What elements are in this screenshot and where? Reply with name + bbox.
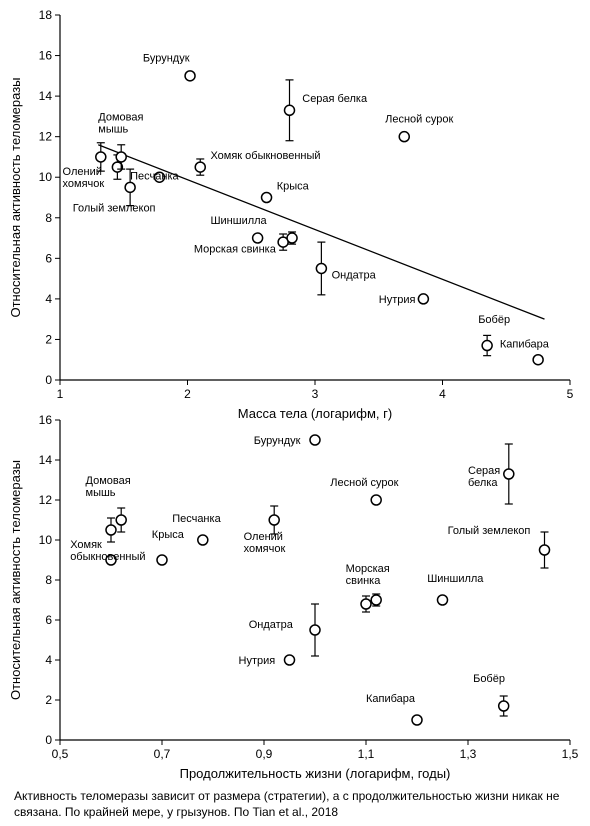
data-point	[125, 182, 135, 192]
point-label: Бурундук	[143, 53, 190, 65]
data-point	[287, 233, 297, 243]
data-point	[371, 495, 381, 505]
y-tick-label: 6	[45, 613, 52, 627]
data-point	[116, 152, 126, 162]
point-label: Крыса	[277, 180, 310, 192]
y-tick-label: 2	[45, 693, 52, 707]
x-tick-label: 5	[567, 387, 574, 401]
data-point	[482, 341, 492, 351]
data-point	[195, 162, 205, 172]
y-tick-label: 4	[45, 292, 52, 306]
y-tick-label: 10	[39, 533, 53, 547]
x-tick-label: 0,9	[256, 747, 273, 761]
x-tick-label: 3	[312, 387, 319, 401]
y-tick-label: 16	[39, 49, 53, 63]
point-label: Ондатра	[249, 619, 294, 631]
y-tick-label: 4	[45, 653, 52, 667]
point-label: Хомяк обыкновенный	[210, 150, 320, 162]
point-label: Домоваямышь	[86, 475, 131, 499]
data-point	[310, 435, 320, 445]
x-axis-title: Масса тела (логарифм, г)	[238, 406, 392, 421]
data-point	[371, 595, 381, 605]
point-label: Бобёр	[473, 673, 505, 685]
data-point	[399, 132, 409, 142]
data-point	[533, 355, 543, 365]
y-tick-label: 12	[39, 130, 53, 144]
x-tick-label: 1,3	[460, 747, 477, 761]
point-label: Нутрия	[239, 655, 276, 667]
data-point	[198, 535, 208, 545]
data-point	[269, 515, 279, 525]
data-point	[185, 71, 195, 81]
x-tick-label: 2	[184, 387, 191, 401]
x-axis-title: Продолжительность жизни (логарифм, годы)	[180, 766, 451, 781]
point-label: Морскаясвинка	[346, 563, 390, 587]
x-tick-label: 1	[57, 387, 64, 401]
data-point	[499, 701, 509, 711]
x-tick-label: 0,7	[154, 747, 171, 761]
data-point	[106, 525, 116, 535]
point-label: Песчанка	[172, 513, 221, 525]
point-label: Домоваямышь	[98, 111, 143, 135]
point-label: Нутрия	[379, 294, 416, 306]
data-point	[412, 715, 422, 725]
point-label: Бурундук	[254, 435, 301, 447]
point-label: Песчанка	[130, 170, 179, 182]
point-label: Ондатра	[332, 270, 377, 282]
y-tick-label: 18	[39, 8, 53, 22]
point-label: Морская свинка	[194, 243, 277, 255]
point-label: Серая белка	[302, 93, 368, 105]
y-tick-label: 14	[39, 453, 53, 467]
point-label: Голый землекоп	[448, 525, 531, 537]
data-point	[96, 152, 106, 162]
data-point	[157, 555, 167, 565]
data-point	[504, 469, 514, 479]
point-label: Голый землекоп	[73, 203, 156, 215]
point-label: Крыса	[152, 529, 185, 541]
y-axis-title: Относительная активность теломеразы	[8, 77, 23, 317]
data-point	[438, 595, 448, 605]
data-point	[316, 263, 326, 273]
data-point	[361, 599, 371, 609]
point-label: Оленийхомячок	[63, 166, 105, 190]
y-tick-label: 0	[45, 733, 52, 747]
point-label: Сераябелка	[468, 465, 500, 489]
y-tick-label: 8	[45, 573, 52, 587]
point-label: Шиншилла	[427, 573, 484, 585]
y-tick-label: 12	[39, 493, 53, 507]
y-tick-label: 14	[39, 89, 53, 103]
y-tick-label: 0	[45, 373, 52, 387]
x-tick-label: 1,5	[562, 747, 579, 761]
data-point	[116, 515, 126, 525]
point-label: Капибара	[500, 339, 550, 351]
x-tick-label: 0,5	[52, 747, 69, 761]
data-point	[418, 294, 428, 304]
point-label: Шиншилла	[210, 215, 267, 227]
data-point	[253, 233, 263, 243]
data-point	[262, 193, 272, 203]
point-label: Бобёр	[478, 314, 510, 326]
data-point	[285, 655, 295, 665]
point-label: Капибара	[366, 693, 416, 705]
y-tick-label: 2	[45, 332, 52, 346]
data-point	[310, 625, 320, 635]
figure-svg: 02468101214161812345Масса тела (логарифм…	[0, 0, 590, 826]
y-axis-title: Относительная активность теломеразы	[8, 460, 23, 700]
y-tick-label: 16	[39, 413, 53, 427]
figure-caption: Активность теломеразы зависит от размера…	[14, 788, 576, 820]
y-tick-label: 6	[45, 251, 52, 265]
x-tick-label: 4	[439, 387, 446, 401]
point-label: Лесной сурок	[330, 477, 398, 489]
data-point	[540, 545, 550, 555]
point-label: Лесной сурок	[385, 113, 453, 125]
y-tick-label: 10	[39, 170, 53, 184]
y-tick-label: 8	[45, 211, 52, 225]
point-label: Оленийхомячок	[244, 531, 286, 555]
x-tick-label: 1,1	[358, 747, 375, 761]
data-point	[285, 105, 295, 115]
